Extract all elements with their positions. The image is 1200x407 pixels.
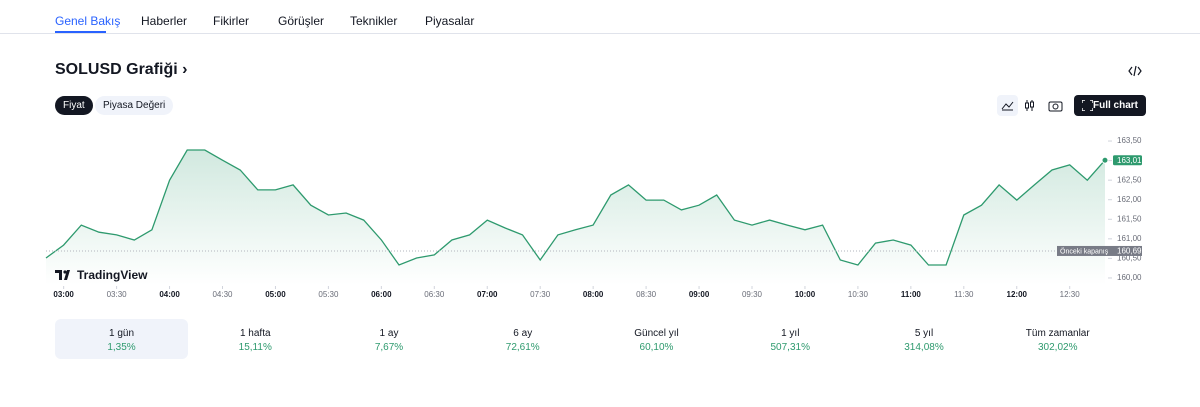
x-tick-label: 09:30 xyxy=(742,290,763,299)
tab[interactable]: Piyasalar xyxy=(425,14,475,28)
snapshot-button[interactable] xyxy=(1045,95,1066,116)
embed-icon[interactable] xyxy=(1128,65,1142,77)
tab[interactable]: Genel Bakış xyxy=(55,14,121,28)
x-tick-label: 12:30 xyxy=(1060,290,1081,299)
y-tick-label: 162,00 xyxy=(1117,195,1142,204)
full-chart-label: Full chart xyxy=(1092,100,1138,111)
brand[interactable]: TradingView xyxy=(55,268,147,282)
period[interactable]: 5 yıl 314,08% xyxy=(858,319,991,359)
tab-underline xyxy=(55,31,106,33)
x-tick-label: 03:00 xyxy=(53,290,74,299)
last-price-label: 163,01 xyxy=(1117,156,1142,165)
period[interactable]: Güncel yıl 60,10% xyxy=(590,319,723,359)
tab[interactable]: Teknikler xyxy=(350,14,398,28)
toggle[interactable]: Fiyat xyxy=(55,96,93,115)
toggle[interactable]: Piyasa Değeri xyxy=(95,96,174,115)
x-tick-label: 05:00 xyxy=(265,290,286,299)
x-tick-label: 04:00 xyxy=(159,290,180,299)
x-tick-label: 04:30 xyxy=(212,290,233,299)
previous-close-name: Önceki kapanış xyxy=(1060,247,1109,255)
x-tick-label: 08:30 xyxy=(636,290,657,299)
line xyxy=(45,149,1106,266)
x-tick-label: 10:00 xyxy=(795,290,816,299)
x-tick-label: 12:00 xyxy=(1007,290,1028,299)
x-tick-label: 07:30 xyxy=(530,290,551,299)
y-tick-label: 163,50 xyxy=(1117,136,1142,145)
period-label: 6 ay xyxy=(513,328,533,339)
period-label: 1 yıl xyxy=(781,328,800,339)
period-change: 314,08% xyxy=(904,342,944,353)
candle-chart-button[interactable] xyxy=(1019,95,1040,116)
tab[interactable]: Fikirler xyxy=(213,14,249,28)
last-point xyxy=(1101,156,1109,164)
period[interactable]: 6 ay 72,61% xyxy=(456,319,589,359)
tab-bar: Genel Bakış Haberler Fikirler Görüşler T… xyxy=(0,0,1200,34)
period-label: Güncel yıl xyxy=(634,328,679,339)
period-change: 302,02% xyxy=(1038,342,1078,353)
period[interactable]: 1 hafta 15,11% xyxy=(189,319,322,359)
chart-title: SOLUSD Grafiği xyxy=(55,61,178,78)
period[interactable]: Tüm zamanlar 302,02% xyxy=(991,319,1124,359)
period-change: 15,11% xyxy=(238,342,272,353)
period-label: 5 yıl xyxy=(914,328,934,339)
x-tick-label: 11:00 xyxy=(901,290,922,299)
period-label: 1 gün xyxy=(108,328,135,339)
period-label: Tüm zamanlar xyxy=(1025,328,1090,339)
chart: 160,00 160,50 161,00 161,50 162,00 162,50 163,… xyxy=(45,136,1142,299)
x-tick-label: 11:30 xyxy=(954,290,974,299)
y-tick-label: 160,00 xyxy=(1117,273,1142,282)
period-change: 72,61% xyxy=(505,342,540,353)
period-change: 60,10% xyxy=(639,342,674,353)
x-tick-label: 10:30 xyxy=(848,290,869,299)
last-price-box xyxy=(1113,155,1142,166)
y-tick-label: 161,00 xyxy=(1117,234,1142,243)
period-change: 7,67% xyxy=(374,342,404,353)
x-tick-label: 08:00 xyxy=(583,290,604,299)
x-tick-label: 03:30 xyxy=(107,290,128,299)
period[interactable]: 1 yıl 507,31% xyxy=(724,319,857,359)
period-label: 1 ay xyxy=(379,328,399,339)
brand-name: TradingView xyxy=(77,268,148,282)
full-chart-button[interactable]: Full chart xyxy=(1074,95,1146,116)
line-chart-button[interactable] xyxy=(997,95,1018,116)
x-tick-label: 05:30 xyxy=(318,290,339,299)
period[interactable]: 1 gün 1,35% xyxy=(55,319,188,359)
previous-close-box xyxy=(1057,245,1142,256)
chart-title-row[interactable]: SOLUSD Grafiği › xyxy=(55,61,188,78)
period-label: 1 hafta xyxy=(239,328,271,339)
x-tick-label: 07:00 xyxy=(477,290,498,299)
tab[interactable]: Görüşler xyxy=(278,14,325,28)
period-change: 507,31% xyxy=(770,342,810,353)
y-tick-label: 162,50 xyxy=(1117,175,1142,184)
y-tick-label: 161,50 xyxy=(1117,214,1142,223)
period[interactable]: 1 ay 7,67% xyxy=(323,319,456,359)
x-tick-label: 06:00 xyxy=(371,290,392,299)
x-tick-label: 09:00 xyxy=(689,290,710,299)
tab[interactable]: Haberler xyxy=(141,14,188,28)
x-tick-label: 06:30 xyxy=(424,290,445,299)
period-change: 1,35% xyxy=(107,342,136,353)
y-tick-label: 160,50 xyxy=(1117,254,1142,263)
previous-close-label: 160,69 xyxy=(1117,247,1142,256)
